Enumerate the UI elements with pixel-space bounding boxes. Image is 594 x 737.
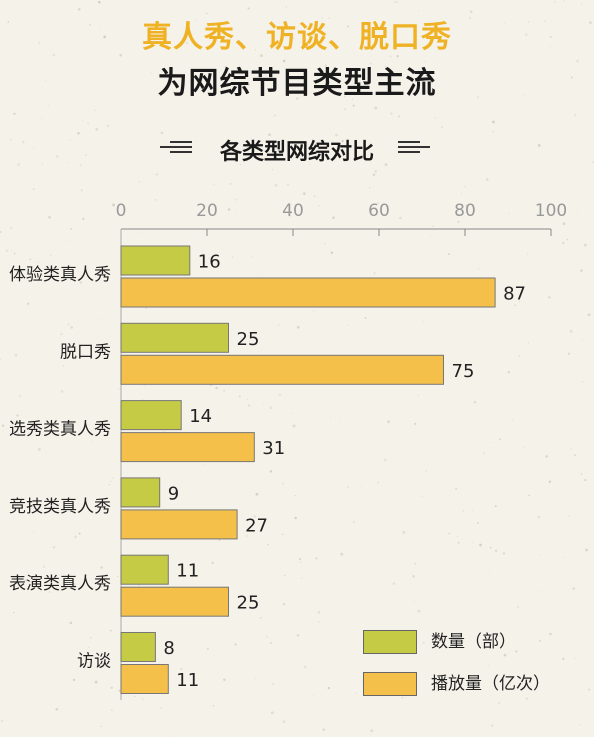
data-label: 75 xyxy=(452,361,475,382)
bar-count xyxy=(120,400,182,431)
x-tick-label: 80 xyxy=(454,201,476,221)
bar-views xyxy=(120,509,238,540)
bar-count xyxy=(120,632,156,662)
category-label: 选秀类真人秀 xyxy=(9,420,111,440)
category-label: 表演类真人秀 xyxy=(9,574,111,594)
bar-count xyxy=(120,554,169,585)
bar-count xyxy=(120,477,161,508)
data-label: 31 xyxy=(262,438,285,459)
data-label: 8 xyxy=(163,638,174,659)
heading-decoration-left xyxy=(170,141,192,143)
heading-decoration-right xyxy=(398,151,420,153)
x-tick-label: 0 xyxy=(116,201,127,221)
legend-item-count: 数量（部） xyxy=(363,630,593,654)
bar-views xyxy=(120,664,169,694)
bar-views xyxy=(120,354,444,385)
page-subtitle: 为网综节目类型主流 xyxy=(157,66,437,101)
legend-item-views: 播放量（亿次） xyxy=(363,672,593,696)
category-label: 体验类真人秀 xyxy=(9,265,111,285)
heading-decoration-right xyxy=(398,141,420,143)
heading-decoration-left xyxy=(160,146,192,148)
chart-title: 各类型网综对比 xyxy=(219,140,374,165)
data-label: 25 xyxy=(237,329,260,350)
x-tick-label: 20 xyxy=(196,201,218,221)
data-label: 27 xyxy=(245,515,268,536)
x-tick-label: 60 xyxy=(368,201,390,221)
category-label: 访谈 xyxy=(77,652,111,672)
legend-label-count: 数量（部） xyxy=(431,632,516,652)
category-label: 竞技类真人秀 xyxy=(9,497,111,517)
bar-views xyxy=(120,586,229,617)
x-tick-label: 40 xyxy=(282,201,304,221)
bar-views xyxy=(120,277,496,308)
data-label: 16 xyxy=(198,252,221,273)
category-label: 脱口秀 xyxy=(60,342,111,362)
heading-decoration-right xyxy=(398,146,430,148)
bar-views xyxy=(120,432,255,463)
legend-swatch-count xyxy=(363,630,417,654)
bar-count xyxy=(120,322,229,353)
heading-decoration-left xyxy=(170,151,192,153)
data-label: 11 xyxy=(176,670,199,691)
data-label: 11 xyxy=(176,561,199,582)
data-label: 87 xyxy=(503,284,526,305)
data-label: 25 xyxy=(237,593,260,614)
data-label: 14 xyxy=(189,406,212,427)
data-label: 9 xyxy=(168,483,179,504)
chart-heading: 各类型网综对比 xyxy=(0,134,594,165)
bar-count xyxy=(120,245,191,276)
legend-swatch-views xyxy=(363,672,417,696)
x-tick-label: 100 xyxy=(535,201,567,221)
page-title: 真人秀、访谈、脱口秀 xyxy=(142,20,452,55)
legend-label-views: 播放量（亿次） xyxy=(431,674,550,694)
